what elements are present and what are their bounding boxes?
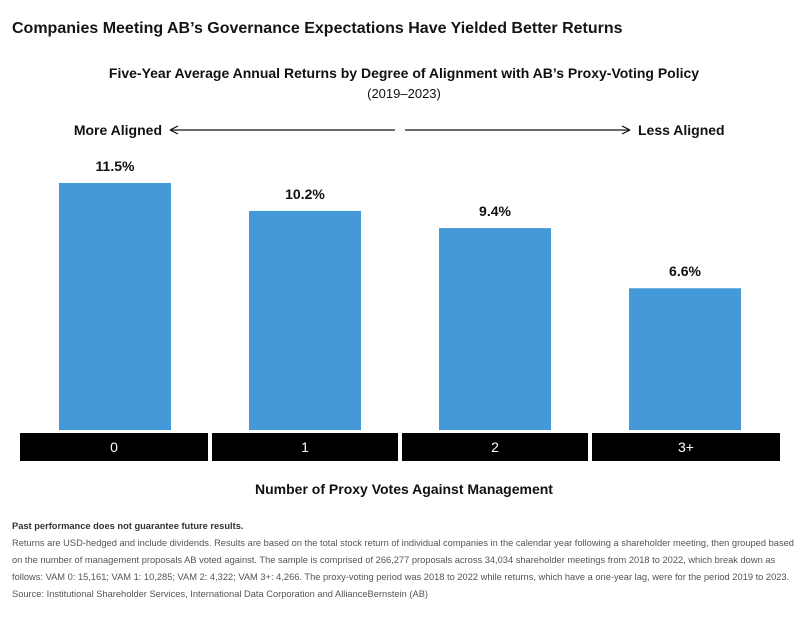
bar-chart: More Aligned Less Aligned 11.5% 10.2% 9.4% 6… <box>20 122 780 461</box>
category-band-cell <box>212 433 398 461</box>
chart-title: Five-Year Average Annual Returns by Degr… <box>108 65 700 81</box>
bar <box>629 288 741 430</box>
disclaimer-text: Past performance does not guarantee futu… <box>12 521 244 531</box>
data-label: 9.4% <box>479 203 511 219</box>
right-arrow-icon <box>621 125 631 135</box>
chart-subtitle: (2019–2023) <box>367 86 441 101</box>
data-label: 10.2% <box>285 186 325 202</box>
source-note: Source: Institutional Shareholder Servic… <box>12 589 429 599</box>
category-band-cell <box>592 433 780 461</box>
less-aligned-label: Less Aligned <box>638 122 725 138</box>
bar <box>439 228 551 430</box>
bar <box>249 210 361 430</box>
left-arrow-icon <box>169 125 179 135</box>
more-aligned-label: More Aligned <box>74 122 162 138</box>
x-tick-label: 1 <box>301 439 309 455</box>
category-band-cell <box>402 433 588 461</box>
footnotes: Past performance does not guarantee futu… <box>12 518 798 603</box>
data-label: 11.5% <box>96 158 135 174</box>
x-tick-label: 0 <box>110 439 118 455</box>
x-axis-label: Number of Proxy Votes Against Management <box>255 481 553 497</box>
page-title: Companies Meeting AB’s Governance Expect… <box>12 20 623 37</box>
data-label: 6.6% <box>669 263 701 279</box>
x-tick-label: 3+ <box>678 439 694 455</box>
category-band-cell <box>20 433 208 461</box>
x-tick-label: 2 <box>491 439 499 455</box>
methodology-note: Returns are USD-hedged and include divid… <box>12 538 794 582</box>
bar <box>59 183 171 430</box>
